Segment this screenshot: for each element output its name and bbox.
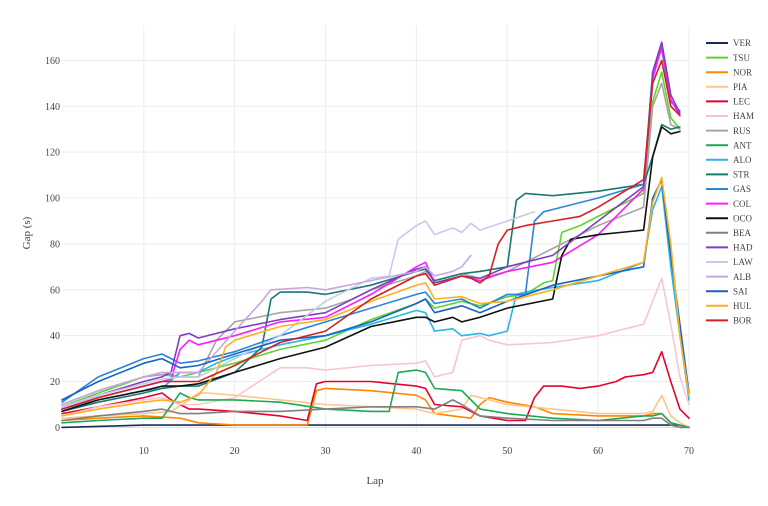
y-tick-label: 40 <box>50 331 60 342</box>
legend-label-lec: LEC <box>733 97 750 107</box>
series-line-nor <box>61 387 690 429</box>
series-line-sai <box>61 178 690 401</box>
x-tick-label: 50 <box>502 446 512 457</box>
legend: VER TSU NOR PIA LEC HAM RUS ANT ALO STR GAS COL OCO B… <box>706 38 754 326</box>
legend-label-alb: ALB <box>733 272 751 282</box>
legend-label-gas: GAS <box>733 184 751 194</box>
series-line-ant <box>61 369 690 429</box>
legend-label-rus: RUS <box>733 126 751 136</box>
x-axis-title: Lap <box>366 475 384 487</box>
axes: 10 20 30 40 50 60 70 0 20 40 60 80 100 120 140 160 <box>45 56 694 457</box>
x-tick-label: 70 <box>684 446 694 457</box>
y-axis-title: Gap (s) <box>21 216 33 249</box>
series-line-hul <box>61 176 690 417</box>
legend-label-tsu: TSU <box>733 53 751 63</box>
series-line-bea <box>61 399 690 429</box>
legend-label-sai: SAI <box>733 286 748 296</box>
legend-label-str: STR <box>733 170 750 180</box>
series-line-ham <box>61 277 690 417</box>
legend-label-had: HAD <box>733 243 753 253</box>
legend-label-nor: NOR <box>733 67 752 77</box>
series-layer <box>61 41 690 429</box>
y-tick-label: 120 <box>45 148 60 159</box>
series-line-law <box>61 211 536 408</box>
legend-label-alo: ALO <box>733 155 752 165</box>
y-tick-label: 80 <box>50 239 60 250</box>
legend-label-hul: HUL <box>733 301 752 311</box>
legend-label-pia: PIA <box>733 82 748 92</box>
y-tick-label: 20 <box>50 377 60 388</box>
series-line-bor <box>61 59 681 410</box>
x-tick-label: 40 <box>411 446 421 457</box>
y-tick-label: 100 <box>45 194 60 205</box>
y-tick-label: 60 <box>50 285 60 296</box>
y-tick-label: 160 <box>45 56 60 67</box>
x-tick-label: 60 <box>593 446 603 457</box>
series-line-lec <box>61 350 690 422</box>
series-line-col <box>61 45 681 410</box>
legend-label-ham: HAM <box>733 111 754 121</box>
x-tick-label: 20 <box>230 446 240 457</box>
y-tick-label: 140 <box>45 102 60 113</box>
x-tick-label: 10 <box>139 446 149 457</box>
legend-label-col: COL <box>733 199 751 209</box>
series-line-str <box>61 123 681 413</box>
series-line-ver <box>61 424 690 429</box>
legend-label-oco: OCO <box>733 213 753 223</box>
series-line-pia <box>61 392 690 429</box>
legend-label-ant: ANT <box>733 140 752 150</box>
legend-label-bor: BOR <box>733 316 752 326</box>
x-tick-label: 30 <box>321 446 331 457</box>
legend-label-ver: VER <box>733 38 751 48</box>
legend-label-law: LAW <box>733 257 753 267</box>
series-line-gas <box>61 48 681 403</box>
y-tick-label: 0 <box>55 423 60 434</box>
series-line-alb <box>61 254 472 406</box>
series-line-oco <box>61 126 681 413</box>
legend-label-bea: BEA <box>733 228 752 238</box>
